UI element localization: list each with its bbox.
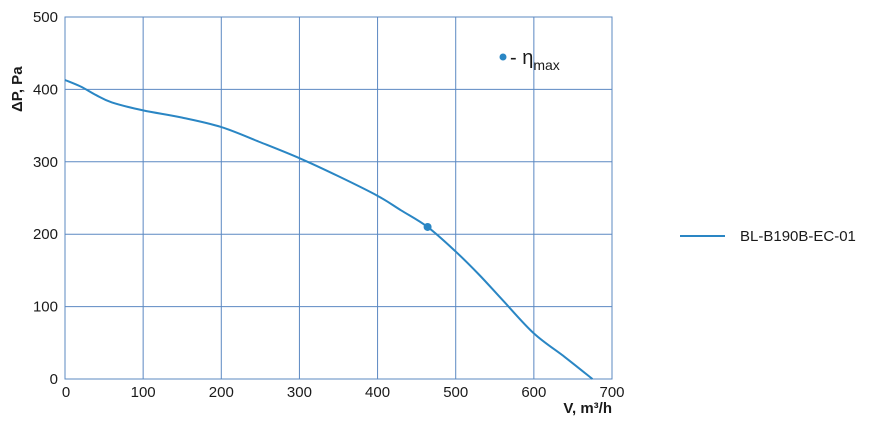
plot-frame: [64, 16, 613, 380]
y-tick-label: 300: [33, 154, 58, 171]
y-axis-title: ΔP, Pa: [9, 66, 26, 112]
x-tick-label: 700: [599, 384, 624, 401]
y-tick-labels: 0 100 200 300 400 500: [33, 9, 58, 388]
y-tick-label: 500: [33, 9, 58, 26]
x-tick-label: 600: [521, 384, 546, 401]
eta-max-point: [423, 222, 432, 231]
y-tick-label: 200: [33, 226, 58, 243]
x-tick-label: 200: [209, 384, 234, 401]
x-tick-label: 100: [131, 384, 156, 401]
y-tick-label: 100: [33, 299, 58, 316]
y-tick-label: 400: [33, 81, 58, 98]
eta-max-label: - ηmax: [510, 47, 560, 73]
eta-max-annotation: - ηmax: [499, 47, 560, 73]
x-tick-label: 400: [365, 384, 390, 401]
x-tick-labels: 0 100 200 300 400 500 600 700: [62, 384, 625, 401]
x-tick-label: 300: [287, 384, 312, 401]
x-axis-title: V, m³/h: [563, 400, 612, 417]
plot-area: [65, 17, 612, 379]
eta-max-prefix: - η: [510, 47, 533, 69]
legend: BL-B190B-EC-01: [680, 228, 856, 245]
y-tick-label: 0: [50, 371, 58, 388]
eta-max-legend-marker: [499, 53, 507, 61]
eta-max-subscript: max: [533, 57, 559, 73]
x-tick-label: 0: [62, 384, 70, 401]
series-line: [64, 79, 594, 380]
grid: [64, 16, 613, 380]
series-group: [64, 79, 594, 380]
x-tick-label: 500: [443, 384, 468, 401]
legend-label: BL-B190B-EC-01: [740, 228, 856, 245]
